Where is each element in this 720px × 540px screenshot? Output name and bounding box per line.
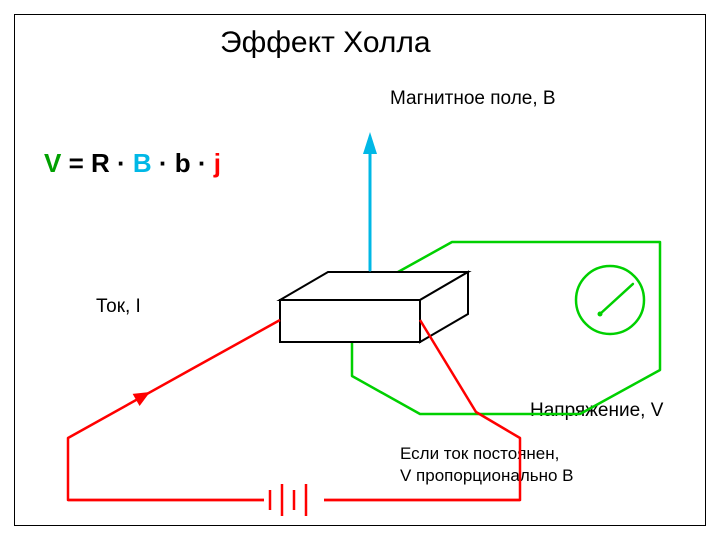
current-circuit	[68, 320, 520, 518]
diagram-svg	[0, 0, 720, 540]
hall-sample	[280, 272, 468, 342]
magnetic-arrow	[363, 132, 377, 270]
